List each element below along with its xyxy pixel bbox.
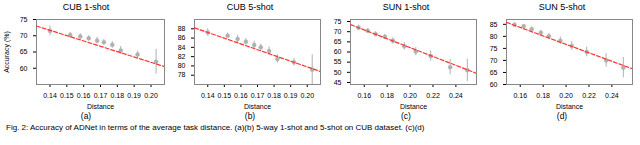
html-text:SUN 1-shot: SUN 1-shot [382, 2, 430, 12]
svg-text:60: 60 [20, 64, 28, 71]
svg-text:86: 86 [178, 34, 186, 41]
svg-text:0.14: 0.14 [201, 92, 215, 99]
svg-text:78: 78 [178, 71, 186, 78]
svg-text:0.14: 0.14 [43, 92, 57, 99]
svg-text:Distance: Distance [556, 103, 583, 110]
svg-text:0.20: 0.20 [559, 92, 573, 99]
svg-text:80: 80 [178, 62, 186, 69]
svg-text:0.16: 0.16 [234, 92, 248, 99]
svg-text:75: 75 [20, 16, 28, 23]
svg-text:75: 75 [334, 18, 342, 25]
html-text:(d): (d) [556, 111, 568, 121]
html-text:(c): (c) [401, 111, 411, 121]
svg-text:0.22: 0.22 [426, 92, 440, 99]
svg-text:0.18: 0.18 [267, 92, 281, 99]
svg-text:Distance: Distance [244, 103, 271, 110]
svg-text:55: 55 [334, 58, 342, 65]
svg-text:0.20: 0.20 [144, 92, 158, 99]
html-text:CUB 1-shot: CUB 1-shot [62, 2, 110, 12]
svg-text:Accuracy (%): Accuracy (%) [3, 31, 11, 73]
svg-text:82: 82 [178, 53, 186, 60]
svg-text:0.22: 0.22 [582, 92, 596, 99]
svg-text:0.20: 0.20 [403, 92, 417, 99]
svg-text:70: 70 [490, 57, 498, 64]
svg-text:Distance: Distance [400, 103, 427, 110]
html-text:SUN 5-shot: SUN 5-shot [538, 2, 586, 12]
svg-text:0.17: 0.17 [251, 92, 265, 99]
svg-text:45: 45 [334, 79, 342, 86]
html-text:Fig. 2: Accuracy of ADNet in t: Fig. 2: Accuracy of ADNet in terms of th… [6, 123, 425, 132]
svg-text:75: 75 [490, 45, 498, 52]
svg-text:80: 80 [490, 33, 498, 40]
svg-text:0.15: 0.15 [60, 92, 74, 99]
svg-text:0.19: 0.19 [127, 92, 141, 99]
svg-text:0.15: 0.15 [218, 92, 232, 99]
svg-text:65: 65 [20, 48, 28, 55]
svg-text:70: 70 [334, 28, 342, 35]
svg-text:88: 88 [178, 25, 186, 32]
html-text:(a): (a) [80, 111, 92, 121]
svg-text:0.16: 0.16 [77, 92, 91, 99]
svg-text:50: 50 [334, 69, 342, 76]
svg-text:0.16: 0.16 [357, 92, 371, 99]
svg-text:60: 60 [490, 81, 498, 88]
svg-text:0.16: 0.16 [513, 92, 527, 99]
html-text:CUB 5-shot: CUB 5-shot [226, 2, 274, 12]
svg-text:0.18: 0.18 [536, 92, 550, 99]
svg-text:0.18: 0.18 [380, 92, 394, 99]
svg-text:65: 65 [490, 69, 498, 76]
svg-text:0.17: 0.17 [94, 92, 108, 99]
svg-text:65: 65 [334, 38, 342, 45]
svg-text:0.18: 0.18 [111, 92, 125, 99]
svg-text:0.24: 0.24 [605, 92, 619, 99]
html-text:(b): (b) [244, 111, 256, 121]
svg-text:85: 85 [490, 21, 498, 28]
svg-text:0.19: 0.19 [284, 92, 298, 99]
svg-text:84: 84 [178, 44, 186, 51]
svg-text:60: 60 [334, 48, 342, 55]
svg-text:70: 70 [20, 32, 28, 39]
svg-text:Distance: Distance [87, 103, 114, 110]
svg-text:0.20: 0.20 [300, 92, 314, 99]
svg-text:0.24: 0.24 [449, 92, 463, 99]
